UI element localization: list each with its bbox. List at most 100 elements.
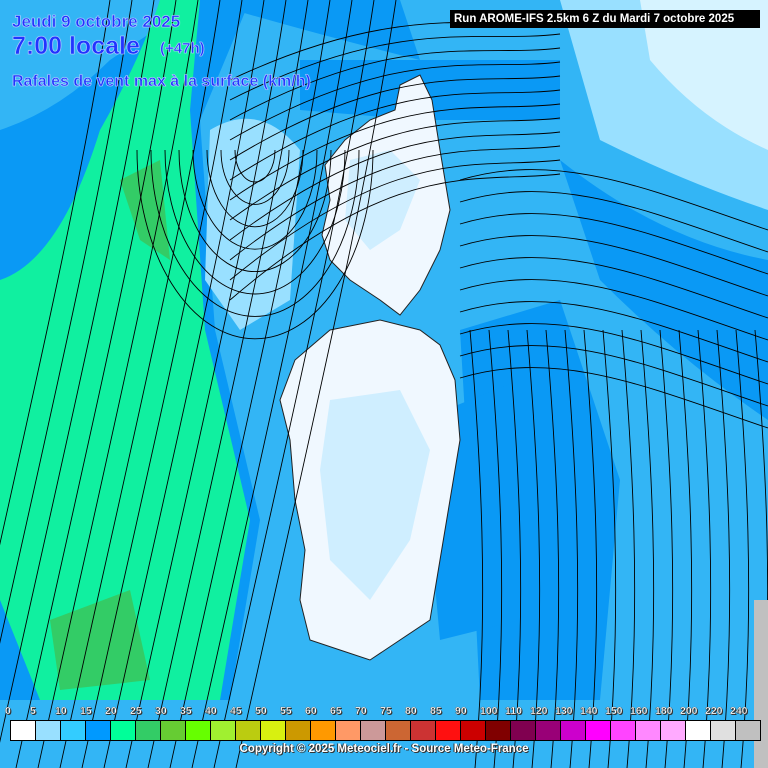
- legend-label: 30: [155, 705, 167, 717]
- legend-label: 20: [105, 705, 117, 717]
- streamline: [229, 89, 561, 181]
- streamline: [206, 149, 304, 228]
- streamline: [234, 149, 276, 183]
- streamline: [213, 0, 375, 768]
- legend-label: 120: [530, 705, 548, 717]
- streamline: [621, 329, 636, 768]
- legend-label: 70: [355, 705, 367, 717]
- legend-swatch: [436, 721, 461, 740]
- legend-label: 240: [730, 705, 748, 717]
- streamline: [229, 145, 561, 261]
- streamline: [81, 0, 243, 768]
- streamline: [459, 367, 768, 429]
- color-legend: [10, 720, 761, 741]
- streamline: [678, 329, 693, 768]
- streamline: [15, 0, 177, 768]
- streamline: [229, 159, 561, 281]
- streamline: [459, 191, 768, 253]
- legend-label: 40: [205, 705, 217, 717]
- streamline: [545, 329, 560, 768]
- wind-zones: [0, 0, 768, 700]
- copyright: Copyright © 2025 Meteociel.fr - Source M…: [239, 743, 529, 755]
- legend-label: 80: [405, 705, 417, 717]
- streamline: [164, 149, 346, 295]
- streamline: [192, 149, 318, 250]
- legend-swatch: [311, 721, 336, 740]
- legend-label: 25: [130, 705, 142, 717]
- legend-label: 130: [555, 705, 573, 717]
- legend-label: 85: [430, 705, 442, 717]
- legend-swatch: [111, 721, 136, 740]
- parameter-title: Rafales de vent max à la surface (km/h): [12, 73, 311, 91]
- legend-swatch: [611, 721, 636, 740]
- streamline: [0, 0, 111, 546]
- legend-swatch: [461, 721, 486, 740]
- legend-label: 180: [655, 705, 673, 717]
- streamline: [229, 173, 561, 301]
- legend-label: 160: [630, 705, 648, 717]
- streamline: [0, 0, 133, 644]
- legend-label: 220: [705, 705, 723, 717]
- legend-label: 55: [280, 705, 292, 717]
- legend-label: 35: [180, 705, 192, 717]
- forecast-hour: 7:00 locale: [12, 32, 140, 61]
- legend-swatch: [536, 721, 561, 740]
- streamline: [640, 329, 655, 768]
- streamline: [169, 0, 331, 768]
- streamline: [178, 149, 332, 273]
- run-info: Run AROME-IFS 2.5km 6 Z du Mardi 7 octob…: [450, 10, 760, 28]
- legend-swatch: [261, 721, 286, 740]
- legend-swatch: [636, 721, 661, 740]
- streamline: [220, 149, 290, 205]
- streamline: [697, 329, 712, 768]
- legend-swatch: [161, 721, 186, 740]
- streamline: [125, 0, 287, 768]
- legend-label: 65: [330, 705, 342, 717]
- legend-label: 45: [230, 705, 242, 717]
- legend-label: 100: [480, 705, 498, 717]
- legend-swatch: [361, 721, 386, 740]
- legend-swatch: [661, 721, 686, 740]
- streamline: [564, 329, 579, 768]
- streamline: [507, 329, 522, 768]
- sardinia-island: [279, 319, 461, 661]
- streamline: [229, 117, 561, 221]
- legend-label: 90: [455, 705, 467, 717]
- legend-swatch: [386, 721, 411, 740]
- streamline: [659, 329, 674, 768]
- legend-label: 75: [380, 705, 392, 717]
- legend-label: 0: [5, 705, 11, 717]
- streamline: [488, 329, 503, 768]
- lead-time: (+47h): [160, 40, 205, 58]
- streamline: [526, 329, 541, 768]
- streamline: [602, 329, 617, 768]
- legend-swatch: [561, 721, 586, 740]
- legend-label: 60: [305, 705, 317, 717]
- streamline: [37, 0, 199, 768]
- legend-swatch: [336, 721, 361, 740]
- legend-swatch: [211, 721, 236, 740]
- legend-labels: 0 5 10 15 20 25 30 35 40 45 50 55 60 65 70 75 80 85 90 100 1…: [0, 705, 768, 719]
- streamline: [136, 149, 374, 340]
- legend-label: 15: [80, 705, 92, 717]
- legend-label: 50: [255, 705, 267, 717]
- streamline: [229, 47, 561, 121]
- legend-label: 140: [580, 705, 598, 717]
- streamline: [459, 345, 768, 407]
- legend-swatch: [486, 721, 511, 740]
- streamline: [459, 279, 768, 341]
- legend-label: 110: [505, 705, 522, 717]
- streamline: [59, 0, 221, 768]
- legend-label: 200: [680, 705, 698, 717]
- legend-label: 5: [30, 705, 36, 717]
- legend-swatch: [511, 721, 536, 740]
- streamline: [459, 323, 768, 385]
- legend-swatch: [286, 721, 311, 740]
- streamline: [229, 61, 561, 141]
- legend-swatch: [86, 721, 111, 740]
- legend-swatch: [186, 721, 211, 740]
- streamline: [735, 329, 750, 768]
- streamline: [103, 0, 265, 768]
